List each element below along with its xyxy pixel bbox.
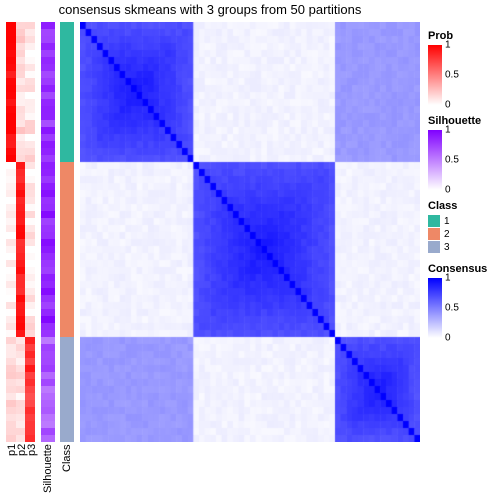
annotation-tracks — [6, 22, 74, 442]
xlabel-p2: p2 — [16, 444, 26, 502]
track-silhouette — [41, 22, 55, 442]
consensus-heatmap — [80, 22, 420, 442]
legends: Prob10.50 Silhouette10.50 Class123 Consensu… — [428, 30, 500, 348]
track-class — [60, 22, 74, 442]
xlabel-silhouette: Silhouette — [42, 444, 55, 502]
xlabel-class: Class — [61, 444, 74, 502]
xlabel-p3: p3 — [26, 444, 36, 502]
legend-class: Class123 — [428, 200, 500, 253]
legend-prob: Prob10.50 — [428, 30, 500, 105]
track-p3 — [25, 22, 35, 442]
track-p2 — [16, 22, 26, 442]
xlabel-p1: p1 — [6, 444, 16, 502]
legend-consensus: Consensus10.50 — [428, 263, 500, 338]
legend-silhouette: Silhouette10.50 — [428, 115, 500, 190]
track-p1 — [6, 22, 16, 442]
track-labels: p1p2p3 Silhouette Class — [6, 444, 74, 502]
page-title: consensus skmeans with 3 groups from 50 … — [0, 2, 420, 17]
